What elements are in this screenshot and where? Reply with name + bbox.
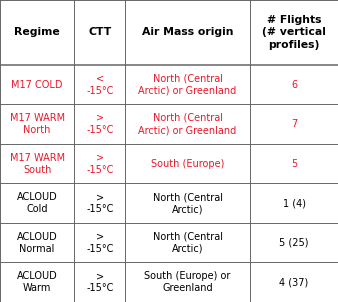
Text: 1 (4): 1 (4) [283, 198, 306, 208]
Text: >
-15°C: > -15°C [86, 113, 113, 135]
Text: South (Europe): South (Europe) [151, 159, 224, 169]
Text: 7: 7 [291, 119, 297, 129]
Text: 5 (25): 5 (25) [279, 238, 309, 248]
Text: ACLOUD
Cold: ACLOUD Cold [17, 192, 57, 214]
Text: North (Central
Arctic): North (Central Arctic) [152, 192, 223, 214]
Text: M17 WARM
South: M17 WARM South [9, 153, 65, 175]
Text: Regime: Regime [14, 27, 60, 37]
Text: 5: 5 [291, 159, 297, 169]
Text: >
-15°C: > -15°C [86, 153, 113, 175]
Text: North (Central
Arctic): North (Central Arctic) [152, 232, 223, 254]
Text: M17 COLD: M17 COLD [11, 80, 63, 90]
Text: M17 WARM
North: M17 WARM North [9, 113, 65, 135]
Text: ACLOUD
Normal: ACLOUD Normal [17, 232, 57, 254]
Text: # Flights
(# vertical
profiles): # Flights (# vertical profiles) [262, 15, 326, 50]
Text: 6: 6 [291, 80, 297, 90]
Text: >
-15°C: > -15°C [86, 232, 113, 254]
Text: >
-15°C: > -15°C [86, 192, 113, 214]
Text: Air Mass origin: Air Mass origin [142, 27, 233, 37]
Text: North (Central
Arctic) or Greenland: North (Central Arctic) or Greenland [139, 73, 237, 96]
Text: South (Europe) or
Greenland: South (Europe) or Greenland [144, 271, 231, 294]
Text: <
-15°C: < -15°C [86, 73, 113, 96]
Text: >
-15°C: > -15°C [86, 271, 113, 294]
Text: North (Central
Arctic) or Greenland: North (Central Arctic) or Greenland [139, 113, 237, 135]
Text: CTT: CTT [88, 27, 111, 37]
Text: ACLOUD
Warm: ACLOUD Warm [17, 271, 57, 294]
Text: 4 (37): 4 (37) [280, 277, 309, 287]
